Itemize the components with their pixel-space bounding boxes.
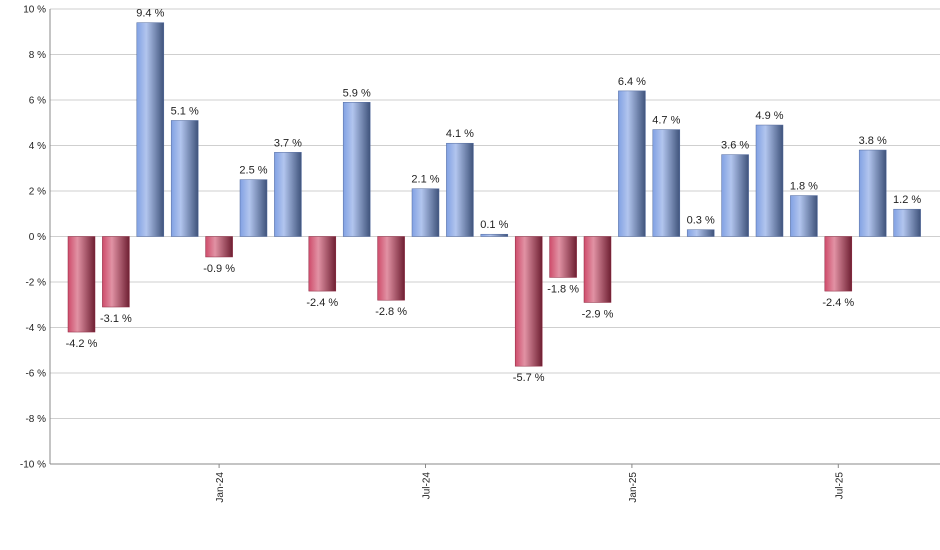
y-tick-label: 10 % (23, 5, 46, 16)
bar (686, 229, 715, 237)
bar (721, 154, 749, 237)
value-label: 2.1 % (411, 174, 439, 186)
bar (652, 129, 681, 237)
y-tick-label: -2 % (25, 278, 46, 289)
x-tick-label: Jan-25 (628, 472, 639, 503)
bar (446, 142, 474, 237)
value-label: 0.1 % (480, 219, 508, 231)
bar (377, 236, 405, 301)
bar (274, 152, 302, 237)
value-label: -3.1 % (100, 313, 132, 325)
x-tick-label: Jul-25 (834, 472, 845, 500)
bar (102, 236, 130, 308)
bar (308, 236, 337, 292)
bar (411, 188, 440, 237)
value-label: -4.2 % (66, 338, 98, 350)
y-tick-label: 8 % (29, 50, 46, 61)
x-tick-label: Jul-24 (422, 472, 433, 500)
bar (67, 236, 96, 333)
value-label: 1.2 % (893, 194, 921, 206)
bar (790, 195, 818, 237)
x-tick-label: Jan-24 (215, 472, 226, 503)
value-label: 3.7 % (274, 137, 302, 149)
bar (618, 90, 646, 237)
bar (170, 120, 199, 237)
bar (549, 236, 577, 278)
value-label: -5.7 % (513, 372, 545, 384)
bar (858, 149, 887, 237)
value-label: 0.3 % (687, 215, 715, 227)
bar (755, 124, 784, 237)
value-label: -0.9 % (203, 263, 235, 275)
value-label: 4.1 % (446, 128, 474, 140)
y-tick-label: 6 % (29, 96, 46, 107)
value-label: -2.4 % (306, 297, 338, 309)
value-label: -2.8 % (375, 306, 407, 318)
value-label: 4.7 % (652, 115, 680, 127)
bar (893, 208, 921, 237)
y-tick-label: -6 % (25, 369, 46, 380)
value-label: -2.9 % (582, 308, 614, 320)
value-label: 9.4 % (136, 8, 164, 20)
value-label: 5.1 % (171, 105, 199, 117)
bar (205, 236, 233, 258)
y-tick-label: -8 % (25, 414, 46, 425)
value-label: 2.5 % (239, 165, 267, 177)
y-tick-label: 0 % (29, 232, 46, 243)
value-label: -2.4 % (822, 297, 854, 309)
y-tick-label: 2 % (29, 187, 46, 198)
bar (514, 236, 543, 367)
value-label: 1.8 % (790, 181, 818, 193)
bar (342, 102, 371, 237)
value-label: 3.6 % (721, 140, 749, 152)
y-tick-label: -4 % (25, 323, 46, 334)
bar (136, 22, 165, 237)
value-label: 3.8 % (859, 135, 887, 147)
y-tick-label: -10 % (20, 460, 46, 471)
value-label: 6.4 % (618, 76, 646, 88)
bar (239, 179, 268, 237)
value-label: 4.9 % (755, 110, 783, 122)
value-label: 5.9 % (343, 87, 371, 99)
bar (583, 236, 612, 303)
bar (824, 236, 853, 292)
y-tick-label: 4 % (29, 141, 46, 152)
bar (480, 233, 509, 237)
value-label: -1.8 % (547, 283, 579, 295)
